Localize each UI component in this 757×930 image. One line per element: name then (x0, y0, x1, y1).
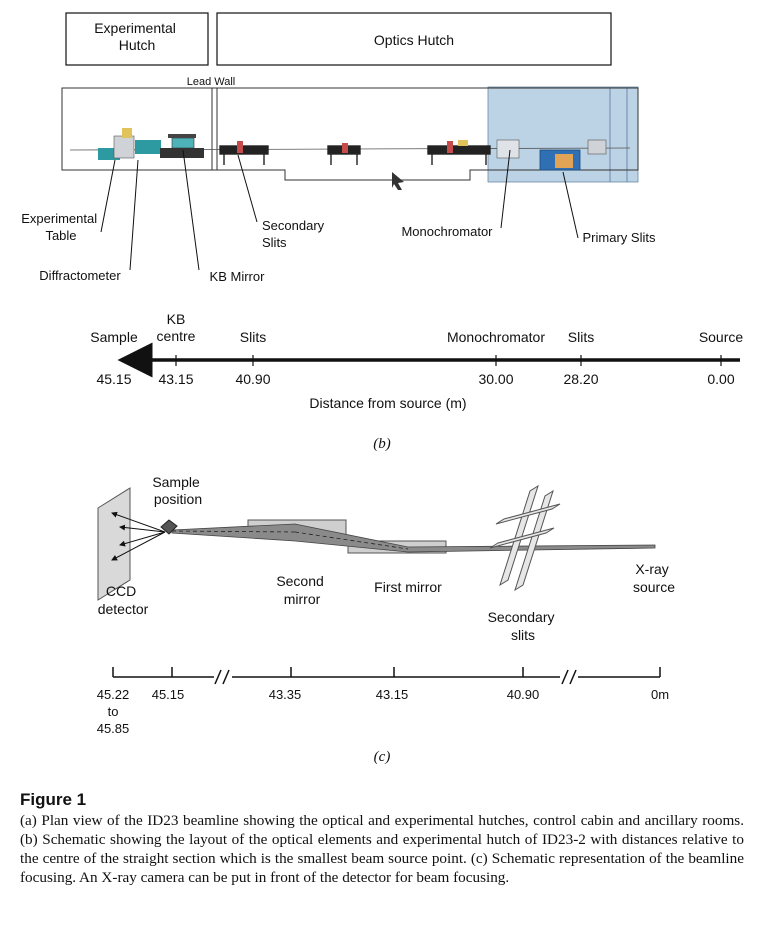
station-name-3: Monochromator (447, 329, 545, 345)
panel-b-distance-schematic: Sample 45.15 KB centre 43.15 Slits 40.90 Monoch… (90, 311, 743, 452)
optics-hutch-box (216, 12, 612, 66)
station-distance-1: 43.15 (158, 371, 193, 387)
sample-position-label: Sample position (152, 474, 203, 507)
caption-title: Figure 1 (20, 790, 87, 809)
station-name-4: Slits (568, 329, 594, 345)
kb-mirror-label: KB Mirror (210, 269, 266, 284)
optics-hutch-label: Optics Hutch (374, 32, 454, 48)
ccd-detector-plate (97, 487, 131, 601)
scale-tick-label-4: 40.90 (507, 687, 540, 702)
station-distance-2: 40.90 (235, 371, 270, 387)
station-name-2: Slits (240, 329, 266, 345)
panel-b-marker: (b) (373, 436, 391, 452)
lead-wall-label: Lead Wall (187, 76, 236, 88)
first-mirror-label: First mirror (374, 579, 442, 595)
station-distance-0: 45.15 (96, 371, 131, 387)
primary-slits-label: Primary Slits (583, 230, 656, 245)
station-name-0: Sample (90, 329, 138, 345)
station-distance-5: 0.00 (707, 371, 734, 387)
secondary-slits-c-label: Secondary slits (488, 609, 559, 643)
figure-panels: Experimental Hutch Optics Hutch Lead Wal… (21, 12, 743, 765)
station-name-5: Source (699, 329, 744, 345)
figure-caption: Figure 1 (a) Plan view of the ID23 beaml… (20, 790, 744, 887)
panel-c-tick-labels: 45.22 to 45.85 45.15 43.35 43.15 40.90 0m (97, 687, 669, 736)
scale-tick-label-3: 43.15 (376, 687, 409, 702)
caption-text: (a) Plan view of the ID23 beamline showi… (20, 812, 744, 886)
panel-c-focusing-schematic: Sample position CCD detector Second mirr… (97, 474, 675, 765)
scale-tick-label-2: 43.35 (269, 687, 302, 702)
diffractometer-label: Diffractometer (39, 268, 121, 283)
secondary-slits-shape (489, 484, 561, 592)
scale-tick-label-0: 45.22 to 45.85 (97, 687, 130, 736)
scale-tick-label-1: 45.15 (152, 687, 185, 702)
panel-a-plan-view: Experimental Hutch Optics Hutch Lead Wal… (21, 12, 656, 284)
focused-beam (171, 523, 656, 553)
experimental-hutch-box (65, 12, 209, 66)
panel-c-scale-axis (112, 667, 661, 685)
xray-source-label: X-ray source (633, 561, 675, 595)
panel-b-stations: Sample 45.15 KB centre 43.15 Slits 40.90 Monoch… (90, 311, 743, 387)
sample-cube (160, 519, 178, 535)
station-name-1: KB centre (157, 311, 196, 344)
scale-tick-label-5: 0m (651, 687, 669, 702)
station-distance-3: 30.00 (478, 371, 513, 387)
panel-c-marker: (c) (374, 749, 391, 765)
experimental-table-label: Experimental Table (21, 211, 101, 243)
experimental-hutch-label: Experimental Hutch (94, 20, 180, 53)
second-mirror-label: Second mirror (276, 573, 327, 607)
beamline-plan-drawing (61, 86, 639, 190)
distance-axis-title: Distance from source (m) (309, 395, 466, 411)
secondary-slits-label: Secondary Slits (262, 218, 328, 250)
monochromator-label: Monochromator (401, 224, 493, 239)
ccd-detector-label: CCD detector (98, 583, 149, 617)
station-distance-4: 28.20 (563, 371, 598, 387)
